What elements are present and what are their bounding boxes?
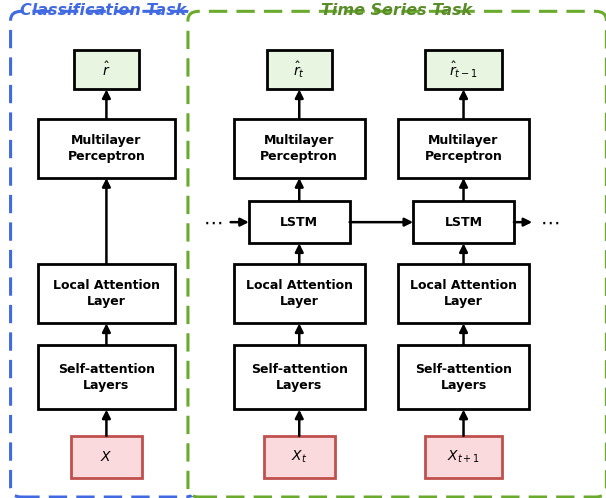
FancyBboxPatch shape [10, 11, 196, 497]
Text: $\cdots$: $\cdots$ [540, 213, 559, 232]
FancyBboxPatch shape [425, 436, 502, 478]
Text: Time Series Task: Time Series Task [321, 2, 472, 18]
Text: Multilayer
Perceptron: Multilayer Perceptron [67, 134, 145, 163]
Text: $\cdots$: $\cdots$ [204, 213, 222, 232]
FancyBboxPatch shape [398, 119, 529, 178]
FancyBboxPatch shape [234, 264, 365, 323]
Text: $\hat{r}$: $\hat{r}$ [102, 60, 111, 79]
FancyBboxPatch shape [398, 264, 529, 323]
FancyBboxPatch shape [264, 436, 335, 478]
Text: Local Attention
Layer: Local Attention Layer [246, 279, 353, 308]
Text: LSTM: LSTM [280, 216, 318, 229]
Text: Self-attention
Layers: Self-attention Layers [251, 363, 348, 392]
Text: $X_t$: $X_t$ [291, 449, 307, 465]
FancyBboxPatch shape [398, 345, 529, 409]
Text: $X$: $X$ [100, 450, 113, 464]
Text: LSTM: LSTM [445, 216, 482, 229]
Text: Multilayer
Perceptron: Multilayer Perceptron [261, 134, 338, 163]
Text: $\hat{r}_{t-1}$: $\hat{r}_{t-1}$ [449, 59, 478, 80]
Text: Local Attention
Layer: Local Attention Layer [410, 279, 517, 308]
FancyBboxPatch shape [71, 436, 142, 478]
FancyBboxPatch shape [74, 50, 139, 89]
FancyBboxPatch shape [425, 50, 502, 89]
FancyBboxPatch shape [188, 11, 606, 497]
FancyBboxPatch shape [248, 201, 350, 243]
FancyBboxPatch shape [267, 50, 332, 89]
Text: Multilayer
Perceptron: Multilayer Perceptron [425, 134, 502, 163]
FancyBboxPatch shape [413, 201, 514, 243]
FancyBboxPatch shape [234, 345, 365, 409]
FancyBboxPatch shape [234, 119, 365, 178]
Text: $X_{t+1}$: $X_{t+1}$ [447, 449, 480, 465]
Text: Self-attention
Layers: Self-attention Layers [415, 363, 512, 392]
FancyBboxPatch shape [38, 345, 175, 409]
Text: $\hat{r}_t$: $\hat{r}_t$ [293, 59, 305, 80]
Text: Classification Task: Classification Task [20, 2, 186, 18]
FancyBboxPatch shape [38, 264, 175, 323]
Text: Local Attention
Layer: Local Attention Layer [53, 279, 160, 308]
Text: Self-attention
Layers: Self-attention Layers [58, 363, 155, 392]
FancyBboxPatch shape [38, 119, 175, 178]
